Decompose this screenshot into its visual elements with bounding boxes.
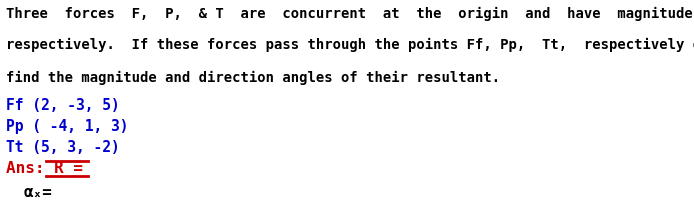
Text: αₓ=: αₓ=	[23, 185, 52, 200]
Text: Three  forces  F,  P,  & T  are  concurrent  at  the  origin  and  have  magnitu: Three forces F, P, & T are concurrent at…	[6, 7, 694, 21]
Text: find the magnitude and direction angles of their resultant.: find the magnitude and direction angles …	[6, 71, 500, 85]
Text: respectively.  If these forces pass through the points Ff, Pp,  Tt,  respectivel: respectively. If these forces pass throu…	[6, 38, 694, 52]
Text: Pp ( -4, 1, 3): Pp ( -4, 1, 3)	[6, 119, 128, 134]
Text: Ff (2, -3, 5): Ff (2, -3, 5)	[6, 98, 119, 113]
Text: Tt (5, 3, -2): Tt (5, 3, -2)	[6, 140, 119, 155]
Text: Ans: R =: Ans: R =	[6, 161, 83, 176]
